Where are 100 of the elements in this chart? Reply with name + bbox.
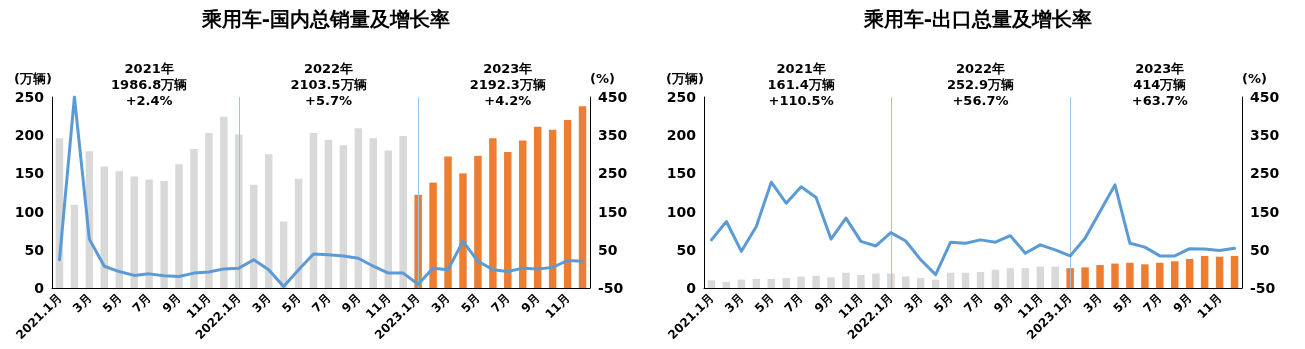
- bar: [752, 278, 761, 288]
- x-tick-label: 9月: [991, 291, 1016, 316]
- bar: [563, 119, 572, 288]
- y-tick-label: 250: [14, 89, 45, 105]
- annotation: 2021年 1986.8万辆 +2.4%: [111, 60, 188, 108]
- y2-tick-label: -50: [1250, 280, 1276, 296]
- x-tick-label: 7月: [961, 291, 986, 316]
- bar: [578, 106, 587, 288]
- x-tick-label: 5月: [99, 291, 125, 316]
- x-tick-label: 7月: [488, 291, 513, 316]
- x-tick-label: 7月: [309, 291, 334, 316]
- bar: [264, 154, 273, 288]
- x-tick-label: 3月: [1080, 291, 1105, 316]
- x-tick-label: 7月: [1140, 291, 1165, 316]
- bar: [782, 278, 790, 288]
- bar: [1096, 265, 1104, 288]
- bar: [1081, 267, 1089, 288]
- x-tick-label: 9月: [159, 291, 184, 316]
- bar: [722, 281, 731, 288]
- bar: [70, 204, 79, 288]
- bar: [857, 275, 865, 288]
- bar: [1021, 268, 1030, 288]
- y2-tick-label: 350: [598, 127, 628, 144]
- y-tick-label: 0: [34, 280, 45, 296]
- annotation: 2022年 2103.5万辆 +5.7%: [290, 60, 367, 108]
- bar: [250, 184, 258, 288]
- bar: [324, 139, 333, 288]
- annotation: 2023年 414万辆 +63.7%: [1131, 60, 1188, 108]
- y2-tick-label: 450: [598, 89, 628, 105]
- bar: [1156, 262, 1164, 288]
- bar: [1051, 266, 1059, 288]
- bar: [130, 176, 138, 288]
- y2-axis-title: (%): [590, 71, 615, 86]
- x-tick-label: 9月: [811, 291, 836, 316]
- bar: [1230, 255, 1239, 288]
- bar: [459, 173, 467, 288]
- x-tick-label: 5月: [931, 291, 956, 316]
- y-tick-label: 200: [666, 127, 697, 144]
- chart-title: 乘用车-出口总量及增长率: [862, 7, 1093, 31]
- y-tick-label: 200: [14, 127, 45, 144]
- x-tick-label: 3月: [901, 291, 926, 316]
- bar: [444, 156, 452, 288]
- bar: [489, 138, 497, 288]
- y2-tick-label: -50: [598, 280, 624, 296]
- bar: [842, 272, 850, 288]
- bar: [1200, 255, 1209, 288]
- bar: [519, 140, 527, 288]
- y2-tick-label: 150: [598, 203, 628, 220]
- y-tick-label: 150: [666, 165, 697, 182]
- x-tick-label: 11月: [542, 291, 573, 322]
- bar: [707, 280, 716, 288]
- y2-tick-label: 150: [1250, 203, 1280, 220]
- y2-tick-label: 50: [598, 241, 618, 258]
- x-tick-label: 11月: [1194, 291, 1225, 322]
- bar: [797, 276, 805, 288]
- bar: [916, 278, 925, 288]
- bar: [115, 171, 123, 288]
- y2-tick-label: 50: [1250, 241, 1270, 258]
- line-series: [57, 95, 585, 288]
- bar: [872, 273, 880, 288]
- bar: [429, 182, 437, 288]
- bar: [354, 128, 363, 288]
- y-tick-label: 50: [676, 241, 697, 258]
- x-tick-label: 5月: [458, 291, 483, 316]
- bar: [145, 179, 153, 288]
- bar: [339, 145, 348, 288]
- bar: [812, 275, 820, 288]
- bar: [1185, 258, 1194, 288]
- x-tick-label: 3月: [249, 291, 274, 316]
- x-tick-label: 7月: [781, 291, 807, 316]
- bar: [175, 164, 183, 288]
- x-tick-label: 9月: [518, 291, 543, 316]
- bar: [827, 277, 835, 288]
- bar: [309, 132, 318, 288]
- x-tick-label: 3月: [722, 291, 747, 316]
- bar: [504, 152, 512, 288]
- bar: [533, 126, 542, 288]
- y-tick-label: 250: [666, 89, 697, 105]
- x-tick-label: 5月: [751, 291, 777, 316]
- bar: [399, 135, 407, 288]
- y-tick-label: 100: [666, 203, 697, 220]
- bar: [369, 138, 378, 288]
- y-axis-title: (万辆): [666, 71, 704, 86]
- bar: [384, 150, 392, 288]
- y2-tick-label: 350: [1250, 127, 1280, 144]
- bar: [1171, 261, 1179, 288]
- bar: [976, 271, 985, 288]
- bar: [946, 272, 955, 288]
- x-tick-label: 9月: [1170, 291, 1195, 316]
- bar: [991, 269, 1000, 288]
- y2-tick-label: 450: [1250, 89, 1280, 105]
- bar: [1111, 263, 1119, 288]
- bar: [294, 178, 303, 288]
- bar: [190, 148, 198, 288]
- bar: [1006, 268, 1015, 288]
- y-tick-label: 50: [24, 241, 45, 258]
- y2-tick-label: 250: [1250, 165, 1280, 182]
- bar: [902, 276, 910, 288]
- y-tick-label: 0: [686, 280, 697, 296]
- y-tick-label: 100: [14, 203, 45, 220]
